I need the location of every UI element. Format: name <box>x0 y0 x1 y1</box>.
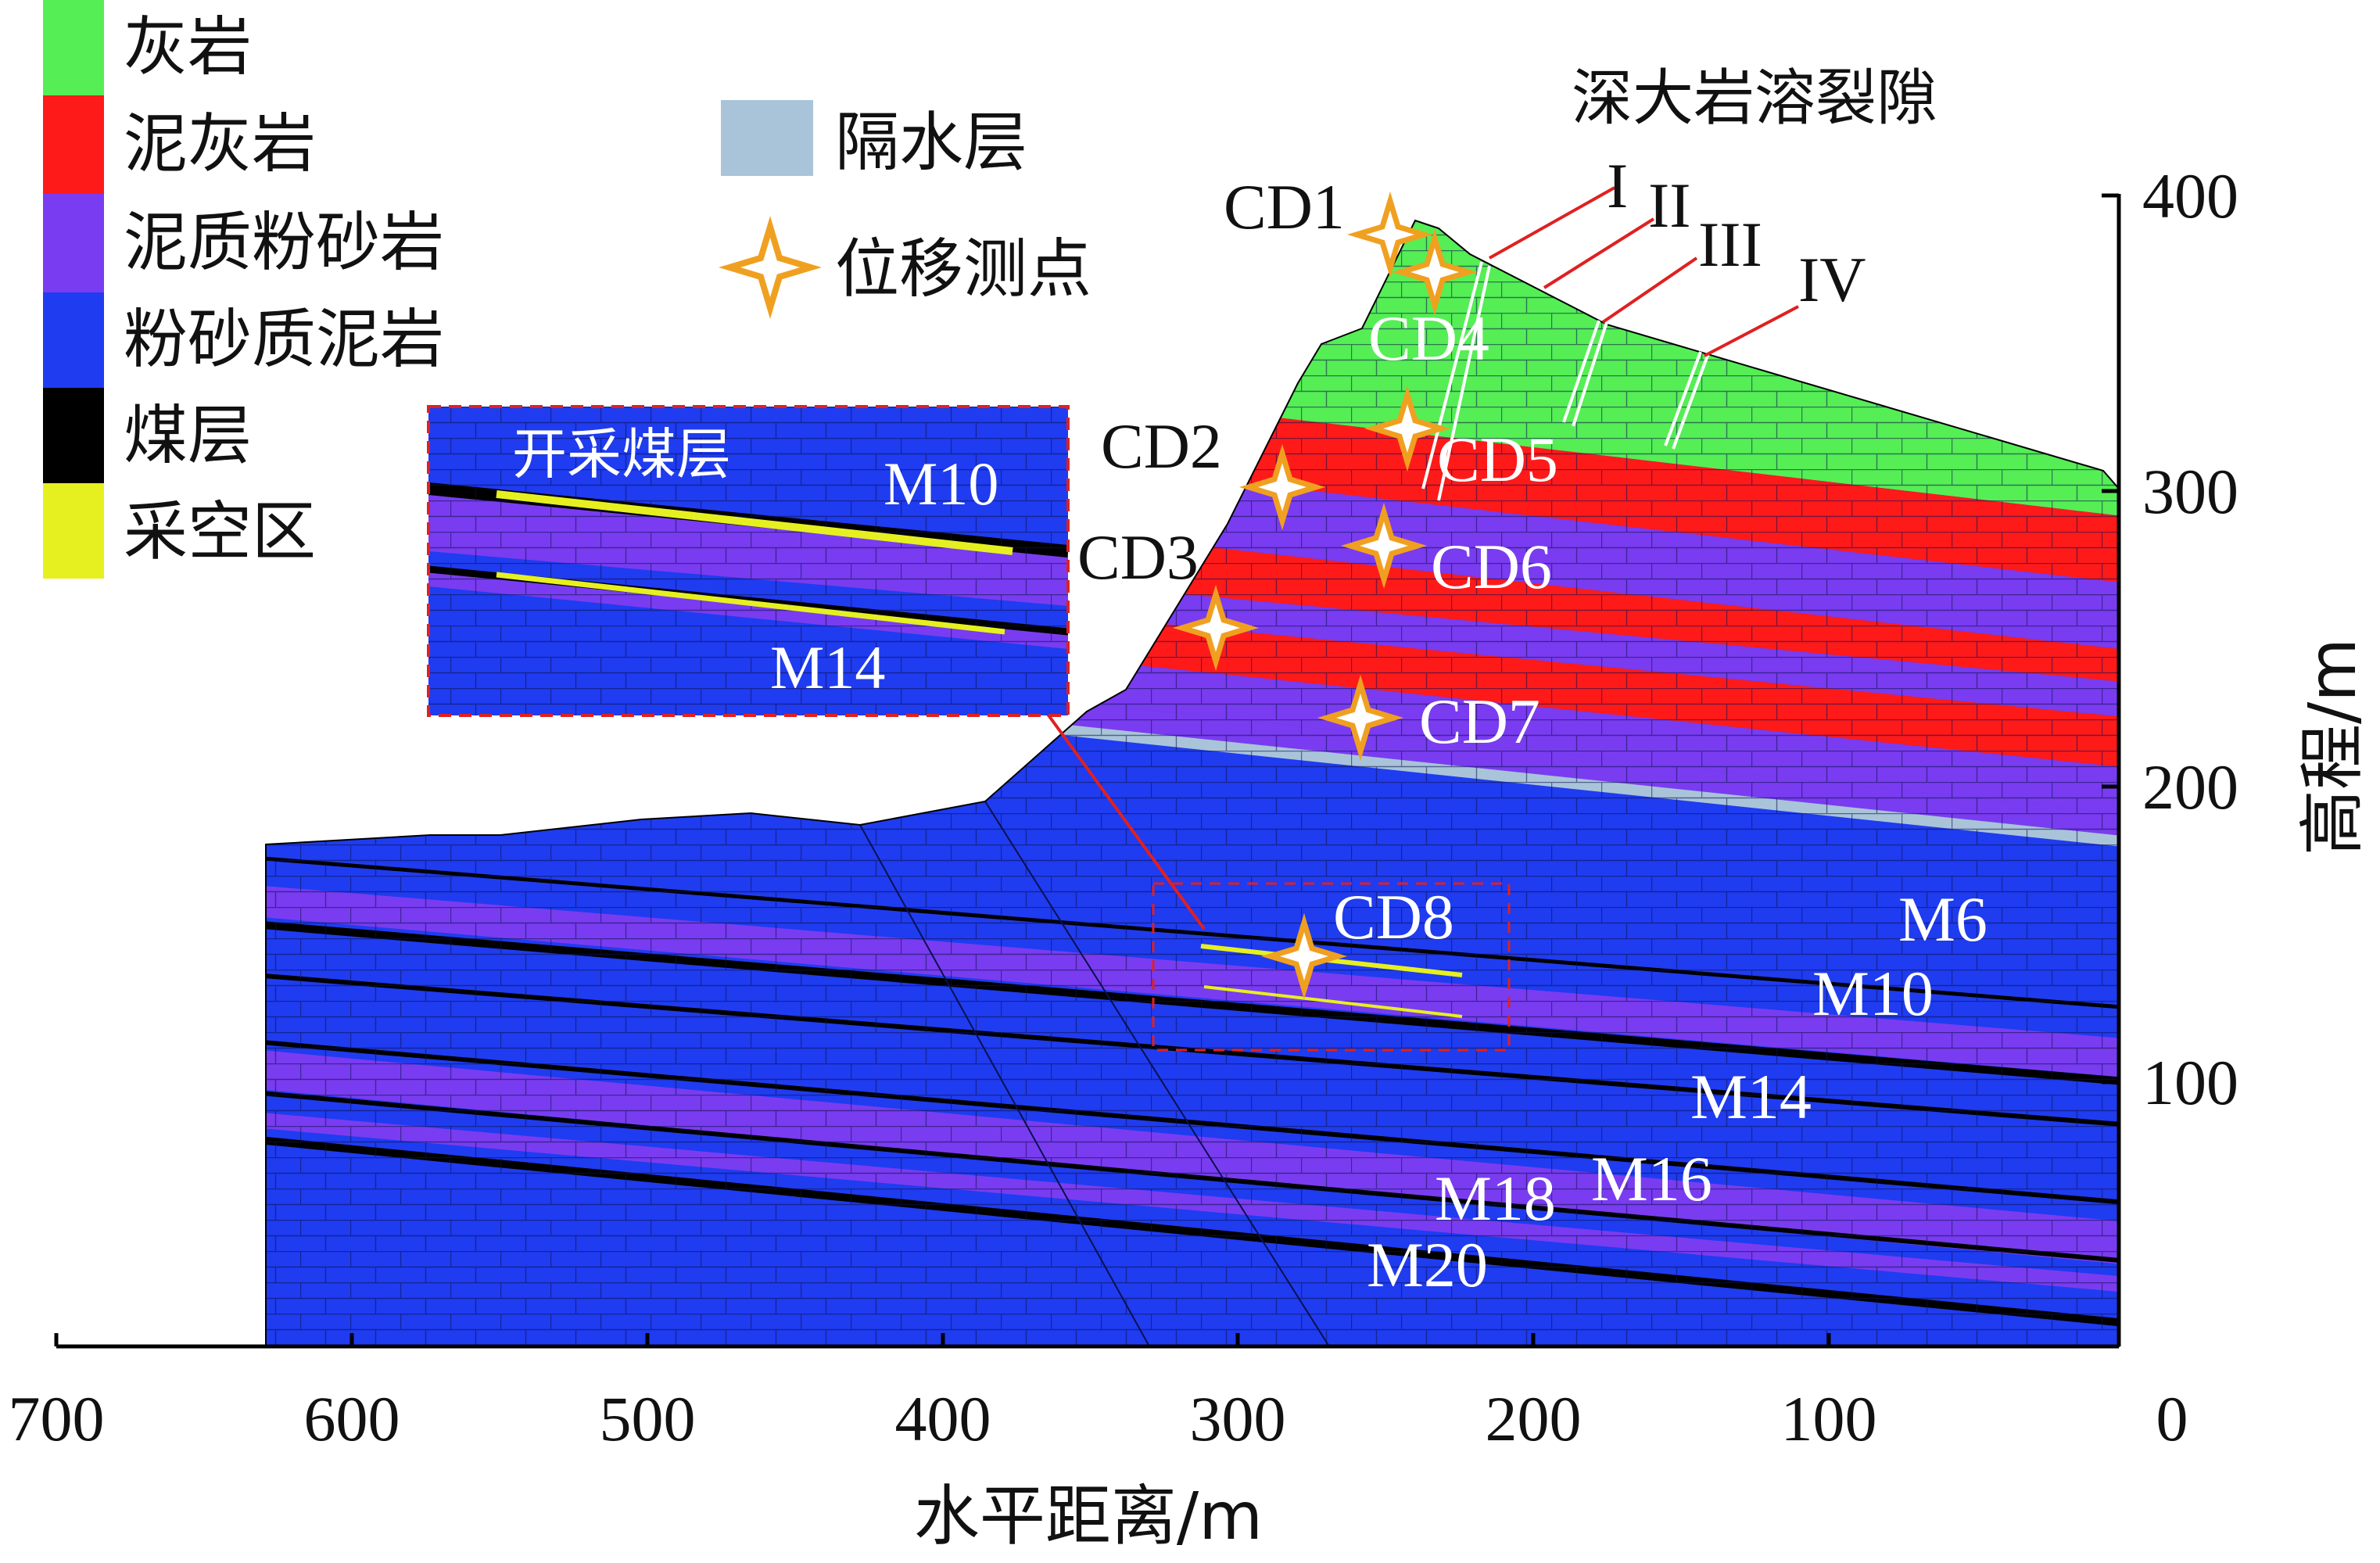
seam-label-m14: M14 <box>1690 1061 1812 1132</box>
legend-swatch-limestone <box>43 0 104 95</box>
legend-swatch-goaf <box>43 483 104 579</box>
legend-star-icon <box>719 216 822 319</box>
point-star-cd2 <box>1238 443 1326 531</box>
x-tick-100: 100 <box>1781 1383 1877 1454</box>
point-star-cd5 <box>1364 385 1451 472</box>
seam-label-m6: M6 <box>1898 884 1988 955</box>
goaf-m14 <box>1203 985 1463 1018</box>
x-tick-0: 0 <box>2156 1383 2188 1454</box>
x-axis: 700 600 500 400 300 200 100 0 水平距离/m <box>9 1333 2188 1554</box>
legend-label-marl: 泥灰岩 <box>124 107 316 181</box>
legend-swatch-marl <box>43 95 104 194</box>
legend-label-argillaceous-siltstone: 泥质粉砂岩 <box>124 206 444 280</box>
legend-swatch-argillaceous-siltstone <box>43 194 104 292</box>
legend-label-silty-mudstone: 粉砂质泥岩 <box>124 303 444 377</box>
fissure-label-iii: III <box>1698 209 1762 280</box>
x-tick-300: 300 <box>1190 1383 1286 1454</box>
y-tick-400: 400 <box>2142 160 2238 231</box>
inset-panel: 开采煤层 M10 M14 <box>427 405 1070 717</box>
legend-label-aquiclude: 隔水层 <box>835 106 1027 180</box>
inset-goaf-m10 <box>496 490 1013 555</box>
seam-label-m20: M20 <box>1367 1229 1488 1300</box>
x-axis-label: 水平距离/m <box>914 1478 1263 1554</box>
seam-label-m18: M18 <box>1435 1163 1556 1234</box>
point-label-cd6: CD6 <box>1431 531 1552 602</box>
y-tick-300: 300 <box>2142 456 2238 527</box>
y-axis-label: 高程/m <box>2294 638 2371 855</box>
inset-title: 开采煤层 <box>512 422 731 486</box>
fissure-label-i: I <box>1607 150 1628 221</box>
strata-section <box>265 219 2120 1347</box>
legend-label-coal: 煤层 <box>124 399 252 473</box>
y-axis: 400 300 200 100 高程/m <box>2102 160 2371 1346</box>
legend-label-points: 位移测点 <box>835 232 1091 307</box>
fissure-title: 深大岩溶裂隙 <box>1572 63 1937 134</box>
point-label-cd7: CD7 <box>1419 686 1540 757</box>
point-star-cd4 <box>1391 228 1479 316</box>
point-star-cd6 <box>1340 502 1428 590</box>
fissure-label-ii: II <box>1648 170 1691 241</box>
inset-marker-box <box>1152 882 1511 1052</box>
seam-label-m10: M10 <box>1812 958 1934 1029</box>
point-label-cd3: CD3 <box>1077 522 1199 593</box>
inset-goaf-m14 <box>496 572 1005 635</box>
fissure-label-iv: IV <box>1798 244 1866 315</box>
x-tick-700: 700 <box>9 1383 105 1454</box>
x-tick-500: 500 <box>600 1383 696 1454</box>
legend-swatch-coal <box>43 388 104 483</box>
point-label-cd4: CD4 <box>1368 303 1489 374</box>
point-label-cd2: CD2 <box>1101 410 1222 482</box>
x-tick-400: 400 <box>895 1383 991 1454</box>
seam-label-m16: M16 <box>1591 1143 1712 1214</box>
inset-label-m14: M14 <box>770 633 885 701</box>
point-star-cd1 <box>1346 191 1434 278</box>
fissure-annotations: 深大岩溶裂隙 I II III IV <box>1489 63 1937 357</box>
y-tick-200: 200 <box>2142 751 2238 823</box>
point-label-cd1: CD1 <box>1224 171 1345 242</box>
point-label-cd8: CD8 <box>1333 881 1454 952</box>
x-tick-600: 600 <box>304 1383 400 1454</box>
karst-fissures <box>1421 261 1710 501</box>
point-star-cd3 <box>1172 584 1260 672</box>
inset-label-m10: M10 <box>884 450 998 518</box>
legend: 灰岩 泥灰岩 泥质粉砂岩 粉砂质泥岩 煤层 采空区 隔水层 位移测点 <box>43 0 1091 579</box>
legend-label-goaf: 采空区 <box>124 495 316 569</box>
x-tick-200: 200 <box>1486 1383 1582 1454</box>
legend-label-limestone: 灰岩 <box>124 10 252 84</box>
point-star-cd8 <box>1260 912 1348 1000</box>
y-tick-100: 100 <box>2142 1047 2238 1118</box>
monitoring-points <box>1172 191 1479 1000</box>
point-star-cd7 <box>1317 674 1404 762</box>
legend-swatch-silty-mudstone <box>43 292 104 388</box>
point-label-cd5: CD5 <box>1437 424 1558 495</box>
legend-swatch-aquiclude <box>721 100 813 176</box>
